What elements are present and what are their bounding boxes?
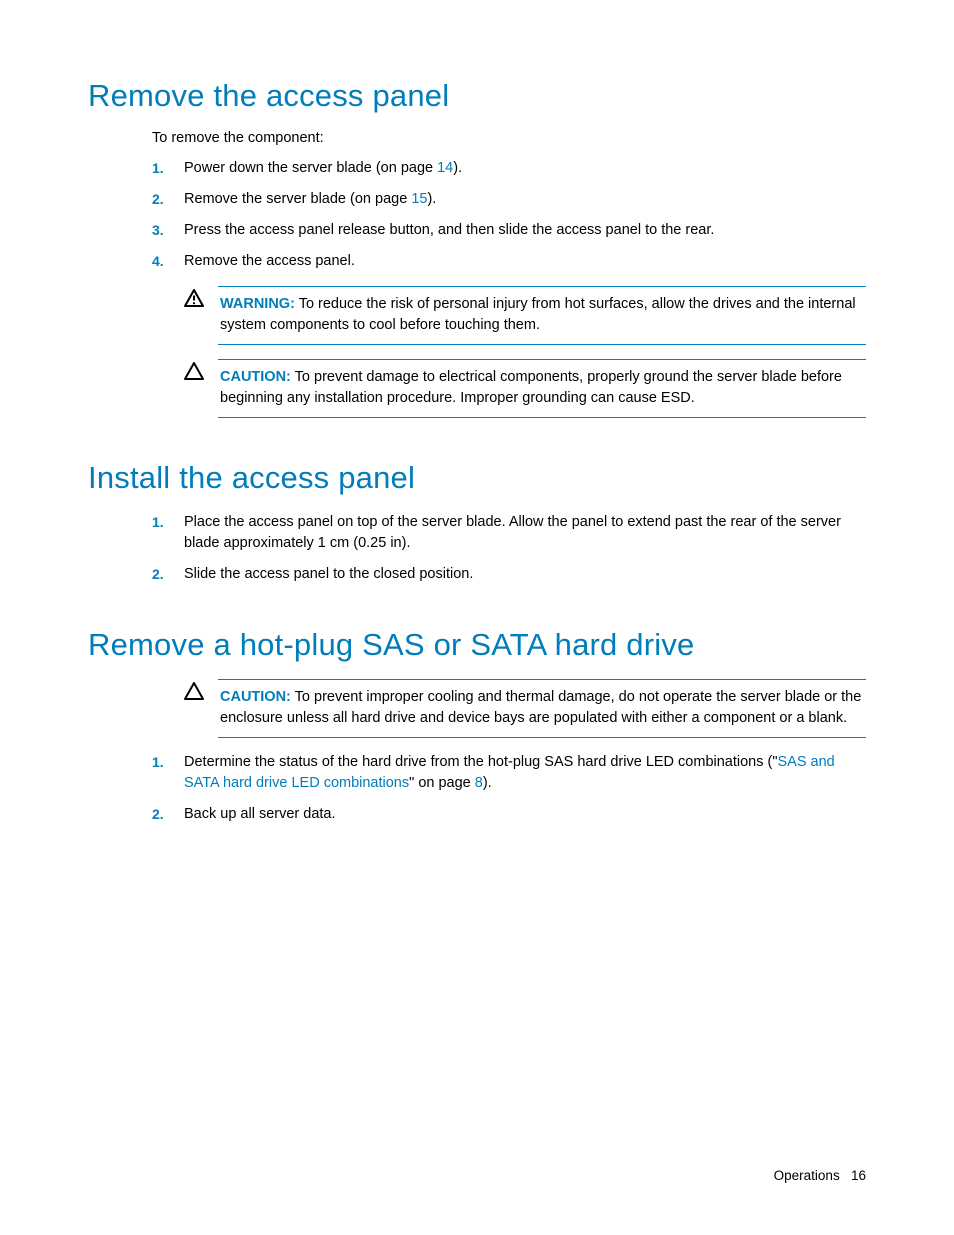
list-item: 1. Determine the status of the hard driv…	[152, 752, 866, 794]
item-number: 2.	[152, 189, 184, 209]
caution-callout: CAUTION: To prevent improper cooling and…	[184, 679, 866, 738]
caution-text: To prevent improper cooling and thermal …	[220, 689, 861, 726]
ordered-list-3: 1. Determine the status of the hard driv…	[152, 752, 866, 825]
item-text: Press the access panel release button, a…	[184, 220, 866, 241]
footer-section: Operations	[774, 1168, 840, 1183]
text-span: Power down the server blade (on page	[184, 160, 437, 176]
text-span: Determine the status of the hard drive f…	[184, 754, 778, 770]
item-number: 1.	[152, 752, 184, 772]
page-link[interactable]: 15	[411, 191, 427, 207]
item-number: 1.	[152, 512, 184, 532]
list-item: 1. Place the access panel on top of the …	[152, 512, 866, 554]
list-item: 2. Remove the server blade (on page 15).	[152, 189, 866, 210]
caution-label: CAUTION:	[220, 369, 291, 385]
caution-body: CAUTION: To prevent damage to electrical…	[218, 359, 866, 418]
text-span: ).	[483, 775, 492, 791]
list-item: 2. Back up all server data.	[152, 804, 866, 825]
caution-text: To prevent damage to electrical componen…	[220, 369, 842, 406]
item-number: 2.	[152, 564, 184, 584]
item-text: Power down the server blade (on page 14)…	[184, 158, 866, 179]
ordered-list-2: 1. Place the access panel on top of the …	[152, 512, 866, 585]
intro-text: To remove the component:	[152, 130, 866, 146]
list-item: 1. Power down the server blade (on page …	[152, 158, 866, 179]
warning-callout: WARNING: To reduce the risk of personal …	[184, 286, 866, 345]
item-text: Remove the access panel.	[184, 251, 866, 272]
item-text: Remove the server blade (on page 15).	[184, 189, 866, 210]
heading-install-access-panel: Install the access panel	[88, 460, 866, 496]
warning-icon	[184, 289, 204, 307]
page-link[interactable]: 14	[437, 160, 453, 176]
item-text: Back up all server data.	[184, 804, 866, 825]
list-item: 2. Slide the access panel to the closed …	[152, 564, 866, 585]
item-number: 2.	[152, 804, 184, 824]
footer-page-number: 16	[851, 1168, 866, 1183]
text-span: ).	[453, 160, 462, 176]
page-link[interactable]: 8	[475, 775, 483, 791]
text-span: ).	[427, 191, 436, 207]
list-item: 3. Press the access panel release button…	[152, 220, 866, 241]
text-span: Remove the server blade (on page	[184, 191, 411, 207]
page-footer: Operations 16	[774, 1168, 866, 1183]
caution-icon	[184, 682, 204, 700]
caution-label: CAUTION:	[220, 689, 291, 705]
heading-remove-hot-plug-drive: Remove a hot-plug SAS or SATA hard drive	[88, 627, 866, 663]
item-text: Slide the access panel to the closed pos…	[184, 564, 866, 585]
caution-body: CAUTION: To prevent improper cooling and…	[218, 679, 866, 738]
caution-callout: CAUTION: To prevent damage to electrical…	[184, 359, 866, 418]
item-number: 3.	[152, 220, 184, 240]
item-text: Determine the status of the hard drive f…	[184, 752, 866, 794]
warning-body: WARNING: To reduce the risk of personal …	[218, 286, 866, 345]
heading-remove-access-panel: Remove the access panel	[88, 78, 866, 114]
warning-label: WARNING:	[220, 296, 295, 312]
warning-text: To reduce the risk of personal injury fr…	[220, 296, 856, 333]
caution-icon	[184, 362, 204, 380]
text-span: " on page	[409, 775, 475, 791]
item-text: Place the access panel on top of the ser…	[184, 512, 866, 554]
list-item: 4. Remove the access panel.	[152, 251, 866, 272]
item-number: 4.	[152, 251, 184, 271]
item-number: 1.	[152, 158, 184, 178]
ordered-list-1: 1. Power down the server blade (on page …	[152, 158, 866, 272]
